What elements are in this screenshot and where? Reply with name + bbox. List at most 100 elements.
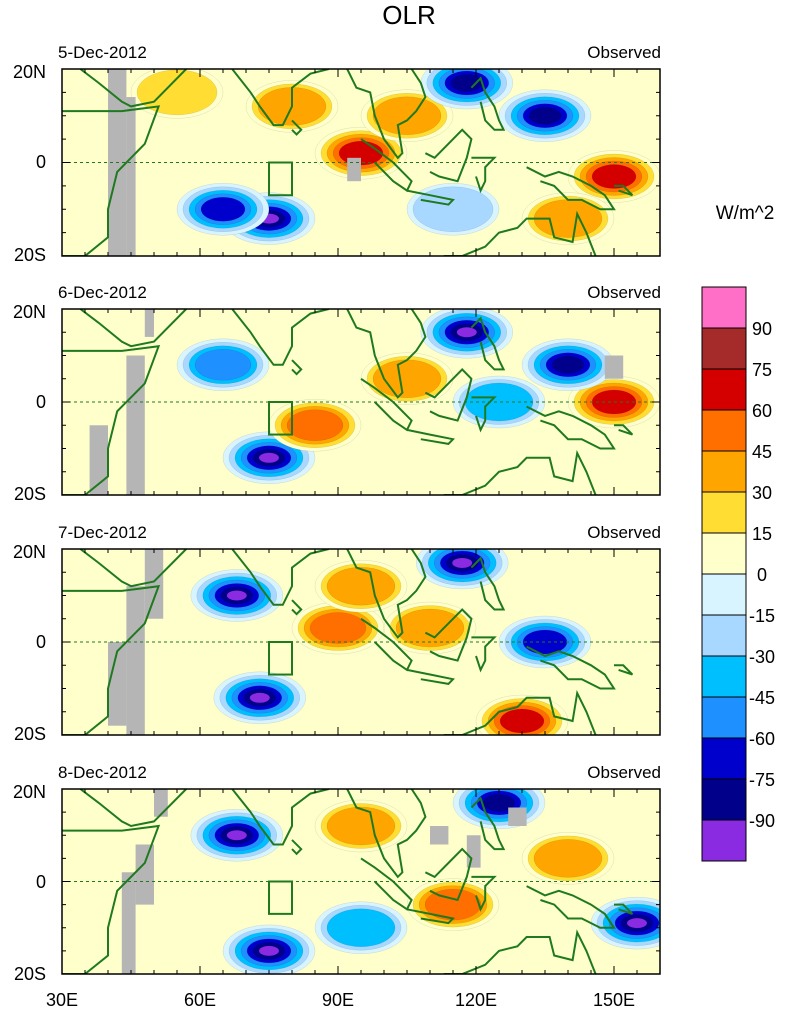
colorbar-swatch: [701, 409, 747, 452]
colorbar-swatch: [701, 450, 747, 493]
panel-date: 8-Dec-2012: [58, 763, 147, 782]
colorbar-swatches: [701, 286, 747, 862]
coastline-overlay: [62, 789, 660, 974]
olr-anomaly-contour: [450, 74, 484, 92]
olr-anomaly-contour: [591, 164, 637, 189]
olr-anomaly-contour: [326, 908, 396, 947]
coastline: [614, 424, 634, 436]
olr-anomaly-contour: [528, 107, 562, 125]
panel-label: Observed: [587, 283, 661, 302]
colorbar-swatch: [701, 819, 747, 862]
olr-anomaly-contour: [226, 590, 248, 601]
coastline: [231, 69, 330, 127]
missing-data-patch: [430, 826, 449, 845]
coastline: [443, 210, 597, 256]
coastline: [79, 789, 187, 828]
coastline: [470, 316, 506, 371]
missing-data-patch: [347, 157, 361, 182]
missing-data-patch: [135, 844, 154, 905]
y-tick-label: 20S: [14, 484, 46, 504]
coastline: [526, 166, 616, 211]
coastline: [346, 309, 427, 399]
chart-title: OLR: [382, 0, 435, 30]
coastline: [443, 689, 597, 735]
coastline: [291, 839, 303, 856]
coastline: [470, 76, 506, 131]
panel-7-dec: 7-Dec-2012 Observed 20N 0 20S: [13, 523, 661, 744]
coastline: [406, 668, 455, 685]
colorbar-label: 15: [752, 524, 772, 544]
coastline: [471, 156, 497, 194]
x-tick-label: 90E: [322, 990, 354, 1010]
panel-date: 5-Dec-2012: [58, 43, 147, 62]
colorbar-label: -15: [749, 606, 775, 626]
x-tick-label: 60E: [184, 990, 216, 1010]
olr-field-5-dec: [62, 69, 660, 256]
olr-anomaly-contour: [456, 327, 478, 338]
coastline: [62, 105, 161, 256]
coastline: [346, 549, 427, 639]
missing-data-patch: [604, 355, 624, 379]
missing-data-patch: [466, 835, 481, 868]
olr-field-8-dec: [62, 789, 660, 974]
missing-data-patch: [89, 425, 108, 495]
colorbar-swatch: [701, 491, 747, 534]
olr-anomaly-contour: [286, 409, 344, 441]
coastline: [62, 824, 161, 974]
index-region-box: [268, 401, 293, 436]
index-region-box: [268, 880, 293, 915]
coastline: [443, 449, 597, 495]
olr-anomaly-contour: [533, 839, 603, 878]
colorbar-swatch: [701, 532, 747, 575]
y-tick-label: 20S: [14, 964, 46, 984]
coastline: [360, 617, 413, 672]
coastline: [231, 549, 330, 606]
colorbar-label: -75: [749, 770, 775, 790]
missing-data-patch: [154, 789, 168, 817]
olr-anomaly-contour: [258, 945, 280, 957]
coastline: [62, 344, 161, 495]
coastline: [406, 189, 455, 206]
panel-label: Observed: [587, 763, 661, 782]
coastline-overlay: [62, 549, 660, 735]
coastline: [424, 367, 473, 422]
olr-anomaly-contour: [551, 356, 585, 374]
panel-6-dec: 6-Dec-2012 Observed 20N 0 20S: [13, 283, 661, 504]
coastline: [79, 309, 187, 348]
olr-anomaly-contour: [309, 612, 367, 644]
coastline: [443, 929, 597, 974]
olr-anomaly-contour: [499, 708, 545, 734]
colorbar-label: -45: [749, 688, 775, 708]
colorbar-label: 60: [752, 401, 772, 421]
coastline: [526, 645, 616, 690]
olr-anomaly-contour: [200, 197, 246, 222]
colorbar-label: 75: [752, 360, 772, 380]
colorbar-label: 30: [752, 483, 772, 503]
colorbar-swatch: [701, 573, 747, 616]
coastline: [406, 428, 456, 445]
colorbar-label: 0: [757, 565, 767, 585]
coastline: [291, 359, 303, 376]
coastline: [231, 789, 330, 846]
x-axis: 30E 60E 90E 120E 150E: [46, 990, 635, 1010]
colorbar-swatch: [701, 286, 747, 329]
panel-5-dec: 5-Dec-2012 Observed 20N 0 20S: [13, 43, 661, 265]
coastline: [471, 875, 497, 912]
coastline: [79, 549, 187, 588]
coastline: [346, 69, 427, 160]
coastline: [526, 405, 616, 450]
panel-label: Observed: [587, 43, 661, 62]
panel-frame: [61, 308, 661, 496]
coastline: [360, 138, 413, 193]
colorbar-label: 90: [752, 319, 772, 339]
coastline: [291, 599, 303, 616]
coastline: [360, 857, 413, 911]
colorbar-label: 45: [752, 442, 772, 462]
coastline: [470, 796, 506, 851]
olr-anomaly-contour: [464, 382, 534, 422]
coastline: [360, 377, 413, 432]
colorbar-swatch: [701, 778, 747, 821]
colorbar-swatch: [701, 614, 747, 657]
y-tick-label: 0: [36, 152, 46, 172]
